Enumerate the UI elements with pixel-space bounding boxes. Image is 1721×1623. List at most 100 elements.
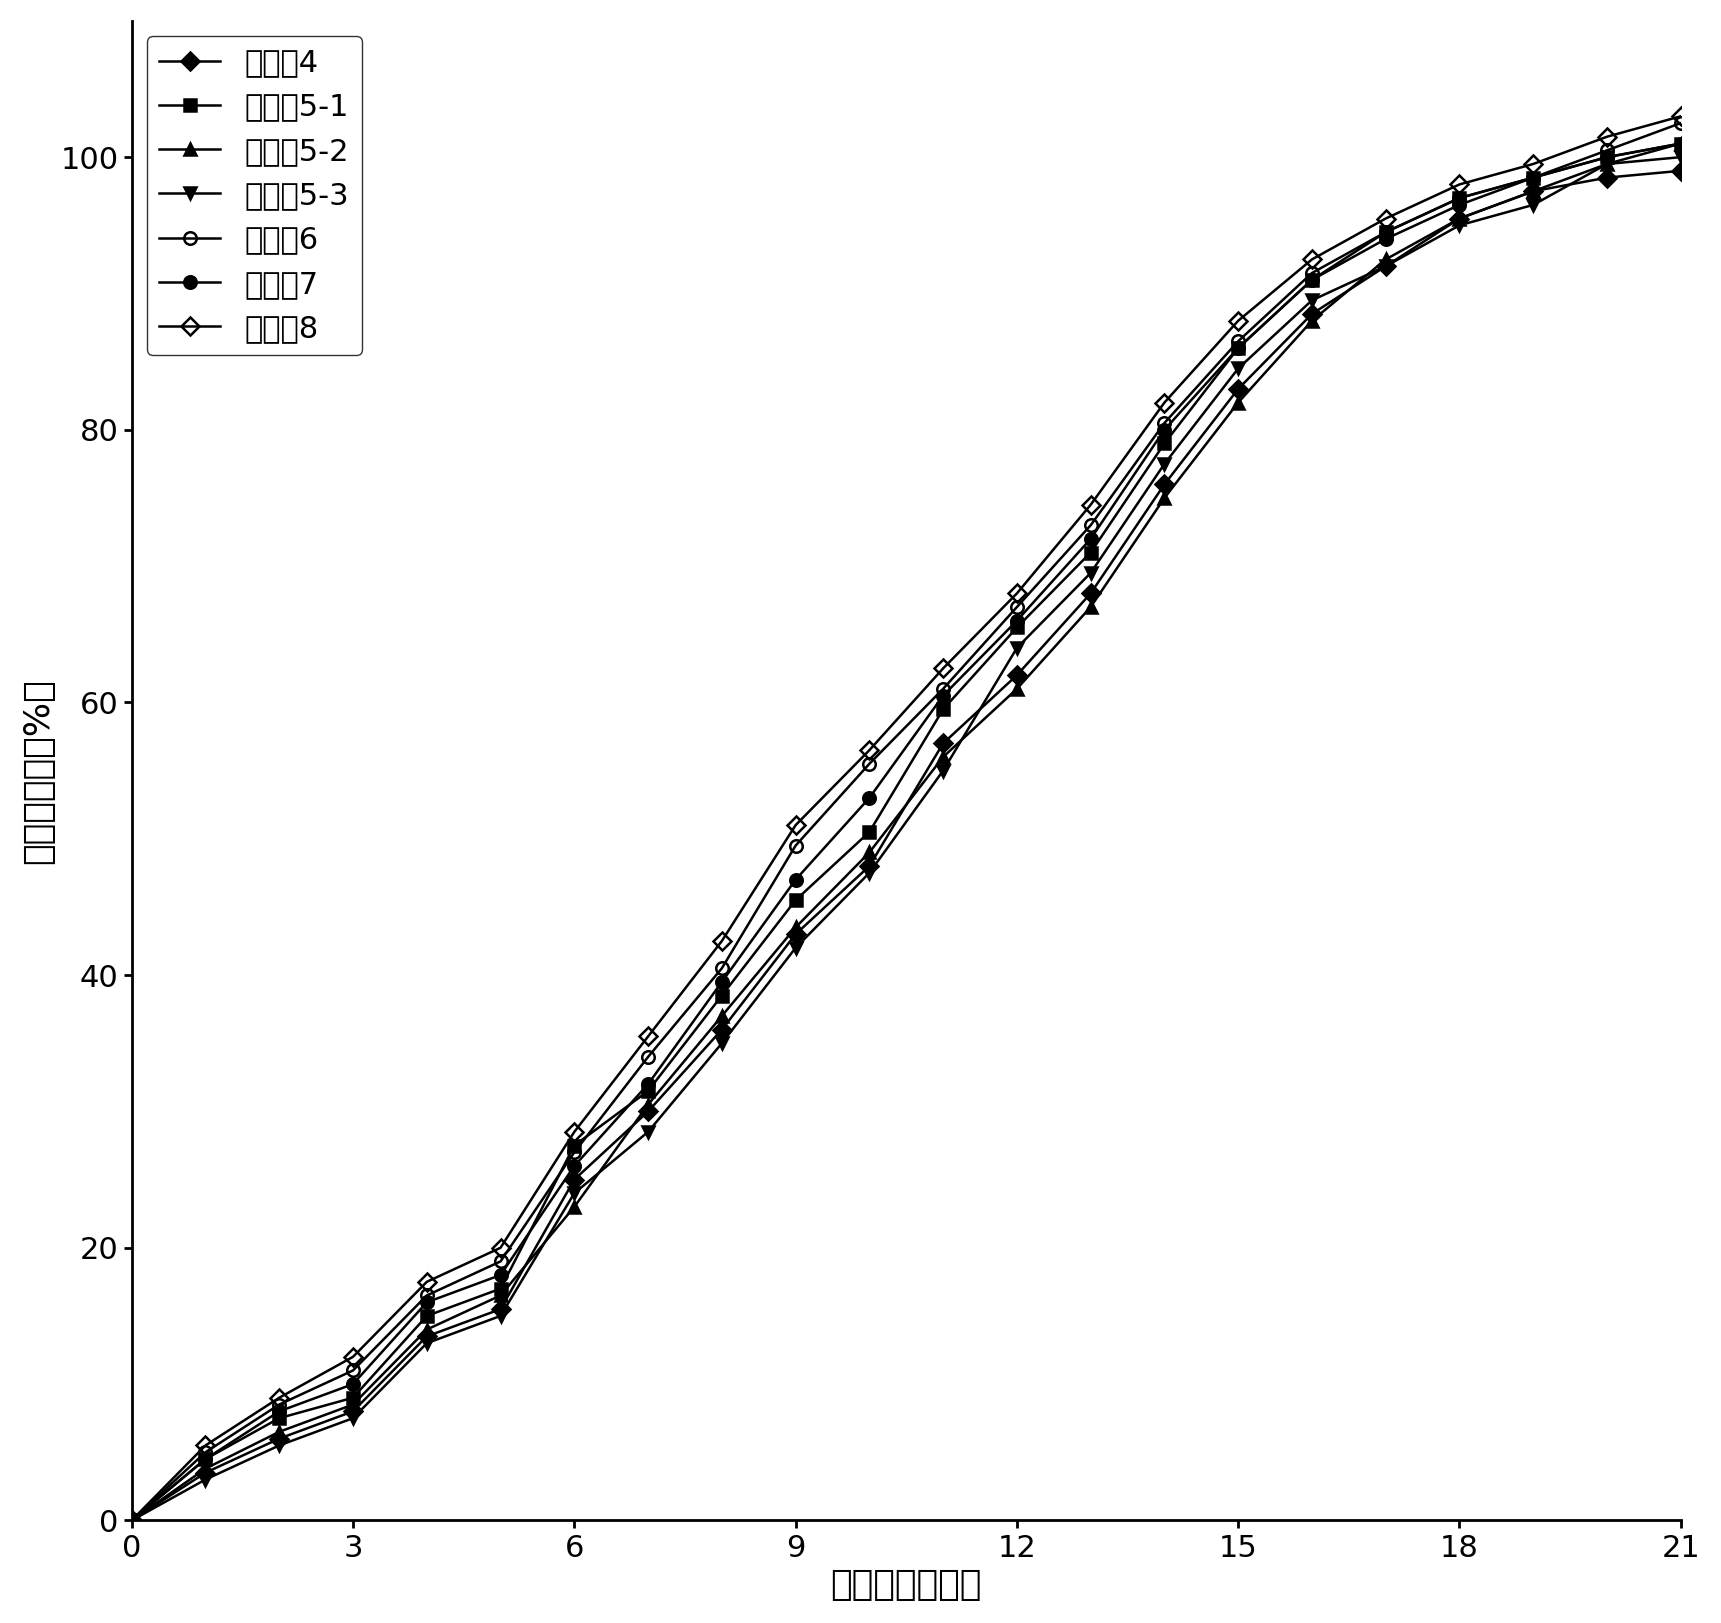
实施例5-3 bbox=[1301, 291, 1322, 310]
Line: 实施例7: 实施例7 bbox=[126, 138, 1687, 1527]
实施例5-3 bbox=[1081, 563, 1101, 583]
实施例8 bbox=[859, 740, 879, 760]
实施例5-3 bbox=[122, 1511, 143, 1530]
实施例6 bbox=[1155, 414, 1175, 433]
Y-axis label: 累积释放量（%）: 累积释放量（%） bbox=[21, 678, 55, 863]
实施例5-2 bbox=[1081, 597, 1101, 617]
实施例8 bbox=[1449, 175, 1470, 195]
实施例7 bbox=[342, 1375, 363, 1394]
实施例4 bbox=[638, 1102, 659, 1121]
实施例7 bbox=[122, 1511, 143, 1530]
实施例8 bbox=[1523, 154, 1544, 174]
实施例8 bbox=[416, 1272, 437, 1292]
实施例6 bbox=[785, 836, 805, 855]
实施例5-1 bbox=[1155, 433, 1175, 453]
实施例4 bbox=[1007, 665, 1027, 685]
实施例5-1 bbox=[122, 1511, 143, 1530]
实施例5-2 bbox=[785, 917, 805, 936]
实施例8 bbox=[268, 1388, 289, 1407]
实施例4 bbox=[1301, 304, 1322, 323]
实施例5-2 bbox=[638, 1096, 659, 1115]
实施例4 bbox=[1155, 474, 1175, 493]
实施例6 bbox=[416, 1285, 437, 1305]
实施例4 bbox=[711, 1019, 731, 1039]
实施例8 bbox=[1375, 209, 1396, 229]
实施例4 bbox=[268, 1428, 289, 1448]
实施例5-3 bbox=[785, 938, 805, 958]
实施例5-2 bbox=[1007, 678, 1027, 698]
实施例6 bbox=[711, 959, 731, 979]
实施例5-1 bbox=[1597, 148, 1618, 167]
实施例5-3 bbox=[1227, 359, 1248, 378]
实施例7 bbox=[194, 1449, 215, 1469]
实施例6 bbox=[859, 755, 879, 774]
实施例7 bbox=[638, 1074, 659, 1094]
实施例5-1 bbox=[490, 1279, 511, 1298]
实施例8 bbox=[1671, 107, 1692, 127]
实施例8 bbox=[711, 932, 731, 951]
实施例5-3 bbox=[1155, 454, 1175, 474]
实施例6 bbox=[1671, 114, 1692, 133]
X-axis label: 保温时间（天）: 保温时间（天） bbox=[831, 1568, 983, 1602]
Legend: 实施例4, 实施例5-1, 实施例5-2, 实施例5-3, 实施例6, 实施例7, 实施例8: 实施例4, 实施例5-1, 实施例5-2, 实施例5-3, 实施例6, 实施例7… bbox=[146, 36, 361, 355]
实施例7 bbox=[933, 687, 953, 706]
实施例6 bbox=[1523, 167, 1544, 187]
实施例5-2 bbox=[268, 1422, 289, 1441]
实施例7 bbox=[1227, 338, 1248, 357]
实施例7 bbox=[1449, 195, 1470, 214]
实施例5-1 bbox=[1449, 188, 1470, 208]
实施例5-1 bbox=[564, 1136, 585, 1156]
实施例8 bbox=[638, 1027, 659, 1047]
实施例5-3 bbox=[490, 1307, 511, 1326]
实施例4 bbox=[1671, 161, 1692, 180]
实施例4 bbox=[1449, 209, 1470, 229]
实施例5-1 bbox=[342, 1388, 363, 1407]
实施例4 bbox=[1375, 256, 1396, 276]
实施例5-3 bbox=[1007, 638, 1027, 657]
实施例4 bbox=[933, 734, 953, 753]
实施例6 bbox=[1449, 188, 1470, 208]
实施例5-3 bbox=[859, 863, 879, 883]
实施例5-1 bbox=[268, 1409, 289, 1428]
实施例4 bbox=[1597, 167, 1618, 187]
实施例8 bbox=[122, 1511, 143, 1530]
实施例5-3 bbox=[416, 1334, 437, 1354]
实施例6 bbox=[1597, 141, 1618, 161]
实施例5-1 bbox=[416, 1307, 437, 1326]
实施例5-2 bbox=[1449, 209, 1470, 229]
实施例5-2 bbox=[342, 1394, 363, 1414]
实施例6 bbox=[1227, 331, 1248, 351]
实施例7 bbox=[1301, 269, 1322, 289]
实施例6 bbox=[1081, 516, 1101, 536]
实施例5-2 bbox=[859, 842, 879, 862]
实施例5-2 bbox=[194, 1459, 215, 1479]
实施例5-3 bbox=[1671, 148, 1692, 167]
实施例4 bbox=[1523, 182, 1544, 201]
实施例7 bbox=[1523, 167, 1544, 187]
实施例5-2 bbox=[933, 747, 953, 766]
实施例8 bbox=[1007, 584, 1027, 604]
Line: 实施例6: 实施例6 bbox=[126, 117, 1687, 1527]
实施例8 bbox=[1597, 127, 1618, 146]
实施例6 bbox=[194, 1443, 215, 1462]
实施例7 bbox=[268, 1402, 289, 1422]
实施例5-1 bbox=[1081, 542, 1101, 562]
实施例5-1 bbox=[1007, 618, 1027, 638]
实施例5-1 bbox=[859, 823, 879, 842]
Line: 实施例5-2: 实施例5-2 bbox=[126, 138, 1687, 1527]
实施例8 bbox=[933, 659, 953, 678]
实施例5-2 bbox=[1671, 133, 1692, 153]
实施例5-3 bbox=[268, 1436, 289, 1456]
实施例4 bbox=[490, 1300, 511, 1319]
实施例4 bbox=[564, 1170, 585, 1190]
实施例4 bbox=[859, 857, 879, 876]
实施例5-3 bbox=[1523, 195, 1544, 214]
实施例5-1 bbox=[1523, 167, 1544, 187]
实施例5-3 bbox=[1597, 154, 1618, 174]
实施例5-3 bbox=[1449, 216, 1470, 235]
实施例5-3 bbox=[342, 1409, 363, 1428]
实施例5-1 bbox=[638, 1081, 659, 1100]
实施例7 bbox=[1007, 610, 1027, 630]
实施例4 bbox=[1081, 584, 1101, 604]
实施例8 bbox=[342, 1347, 363, 1367]
